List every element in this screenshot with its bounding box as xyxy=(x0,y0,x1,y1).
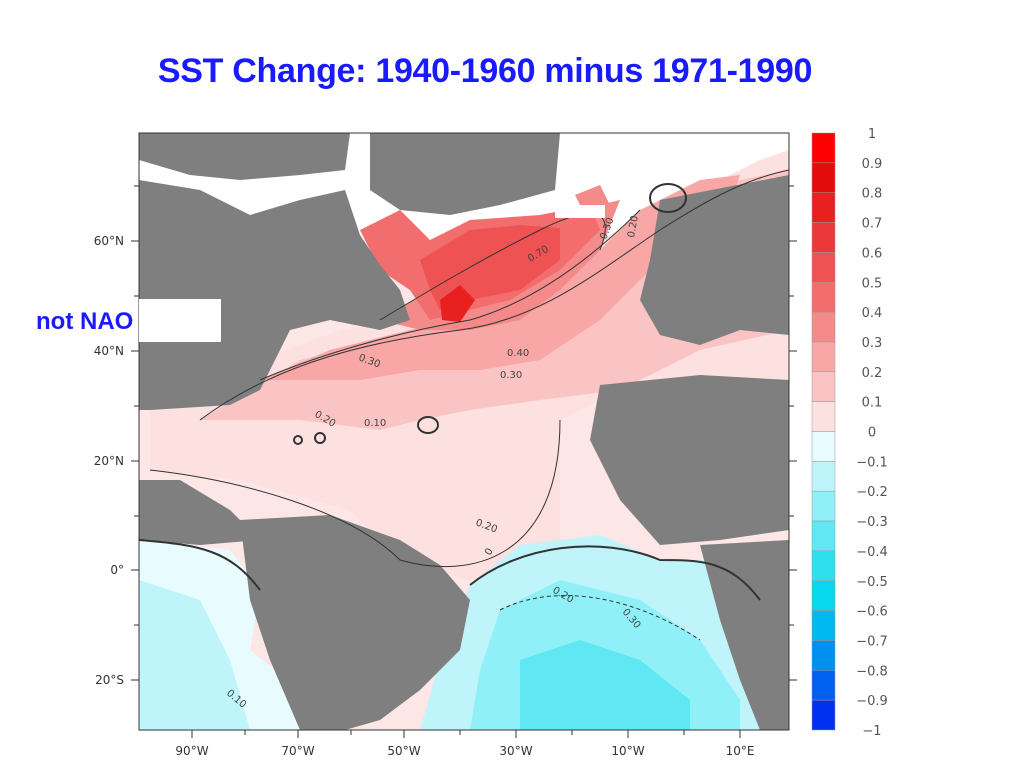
lon-tick-label: 50°W xyxy=(387,744,420,758)
lon-tick-label: 10°E xyxy=(726,744,755,758)
land-central-america xyxy=(139,480,260,545)
colorbar-swatch xyxy=(811,371,836,402)
colorbar-label: −0.2 xyxy=(856,485,888,500)
map-title: SST Change: 1940-1960 minus 1971-1990 xyxy=(157,52,813,90)
colorbar-swatch xyxy=(811,341,836,373)
colorbar-label: −0.8 xyxy=(856,664,888,679)
land-south-africa xyxy=(700,540,789,730)
colorbar-swatch xyxy=(811,222,836,253)
colorbar-swatch xyxy=(811,311,836,343)
lon-tick-label: 30°W xyxy=(499,744,532,758)
negative-region-pacific-deep xyxy=(139,580,250,730)
zero-contour-line xyxy=(469,545,761,601)
lat-tick-label: 40°N xyxy=(94,344,124,358)
map-frame xyxy=(138,132,790,731)
colorbar-swatch xyxy=(811,282,836,313)
contour-line xyxy=(199,169,790,421)
colorbar-swatch xyxy=(811,401,836,432)
colorbar-swatch xyxy=(811,461,836,492)
latitude-axis: 60°N 40°N 20°N 0° 20°S xyxy=(94,185,797,687)
colorbar-label: −0.3 xyxy=(856,515,888,530)
contour-label: 0 xyxy=(483,546,496,557)
lon-tick-label: 70°W xyxy=(281,744,314,758)
land-europe xyxy=(640,175,789,345)
zero-contour-line xyxy=(417,416,439,434)
zero-contour-line xyxy=(314,432,326,444)
colorbar-swatch xyxy=(811,640,836,671)
colorbar-swatch xyxy=(811,580,836,611)
note-mask xyxy=(139,299,221,342)
colorbar: 1 0.9 0.8 0.7 0.6 0.5 0.4 0.3 0.2 0.1 0 −0.1 −0.2 −0.… xyxy=(811,127,888,739)
lat-tick-label: 20°S xyxy=(95,673,124,687)
colorbar-label: 0.8 xyxy=(862,187,883,202)
contour-label: 0.40 xyxy=(507,348,529,359)
contour-label: 0.30 xyxy=(500,370,522,381)
colorbar-label: 0.6 xyxy=(862,246,883,261)
lat-tick-label: 60°N xyxy=(94,234,124,248)
colorbar-label: 0.7 xyxy=(862,217,883,232)
colorbar-label: 0.2 xyxy=(862,366,883,381)
land-north-america xyxy=(139,180,410,410)
colorbar-swatch xyxy=(811,670,836,701)
colorbar-swatch xyxy=(811,192,836,223)
colorbar-label: −1 xyxy=(862,724,881,739)
colorbar-swatch xyxy=(811,490,836,522)
positive-region-0-7 xyxy=(440,285,475,322)
colorbar-label: −0.1 xyxy=(856,455,888,470)
negative-region-south-core xyxy=(520,640,690,730)
colorbar-swatch xyxy=(811,610,836,641)
contour-label: 0.10 xyxy=(364,418,386,429)
colorbar-label: −0.5 xyxy=(856,575,888,590)
colorbar-label: 0.1 xyxy=(862,396,883,411)
contour-line xyxy=(259,209,641,381)
colorbar-swatch xyxy=(811,550,836,582)
land-north-africa xyxy=(590,375,789,545)
zero-contour-line xyxy=(138,539,261,591)
contour-label: 0.20 xyxy=(626,215,641,239)
lat-tick-label: 20°N xyxy=(94,454,124,468)
colorbar-label: 0 xyxy=(868,426,876,441)
colorbar-label: −0.7 xyxy=(856,634,888,649)
colorbar-swatch xyxy=(811,520,836,552)
colorbar-swatch xyxy=(811,162,836,193)
contour-line xyxy=(499,595,701,641)
colorbar-swatch xyxy=(811,431,836,462)
lat-tick-label: 0° xyxy=(110,563,124,577)
land-greenland xyxy=(370,133,560,215)
colorbar-swatch xyxy=(811,252,836,283)
colorbar-label: 1 xyxy=(868,127,876,142)
missing-patch xyxy=(555,205,605,218)
zero-contour-line xyxy=(293,435,303,445)
colorbar-label: −0.4 xyxy=(856,545,888,560)
colorbar-label: 0.9 xyxy=(862,157,883,172)
colorbar-label: 0.4 xyxy=(862,306,883,321)
lon-tick-label: 10°W xyxy=(611,744,644,758)
map-plot-area: 0.70 0.30 0.20 0.40 0.30 0.30 0.20 0.10 … xyxy=(138,133,790,730)
colorbar-swatch xyxy=(811,132,836,164)
colorbar-label: −0.9 xyxy=(856,694,888,709)
colorbar-swatch xyxy=(811,699,836,731)
annotation-note: not NAO xyxy=(36,308,134,335)
colorbar-label: −0.6 xyxy=(856,605,888,620)
contour-line xyxy=(379,213,606,321)
land-south-america xyxy=(240,515,470,730)
contour-lines xyxy=(138,169,790,641)
colorbar-label: 0.3 xyxy=(862,336,883,351)
colorbar-label: 0.5 xyxy=(862,276,883,291)
contour-line xyxy=(149,419,561,568)
longitude-axis: 90°W 70°W 50°W 30°W 10°W 10°E xyxy=(175,730,754,758)
lon-tick-label: 90°W xyxy=(175,744,208,758)
land-canada-north xyxy=(139,133,350,180)
zero-contour-line xyxy=(649,183,687,213)
